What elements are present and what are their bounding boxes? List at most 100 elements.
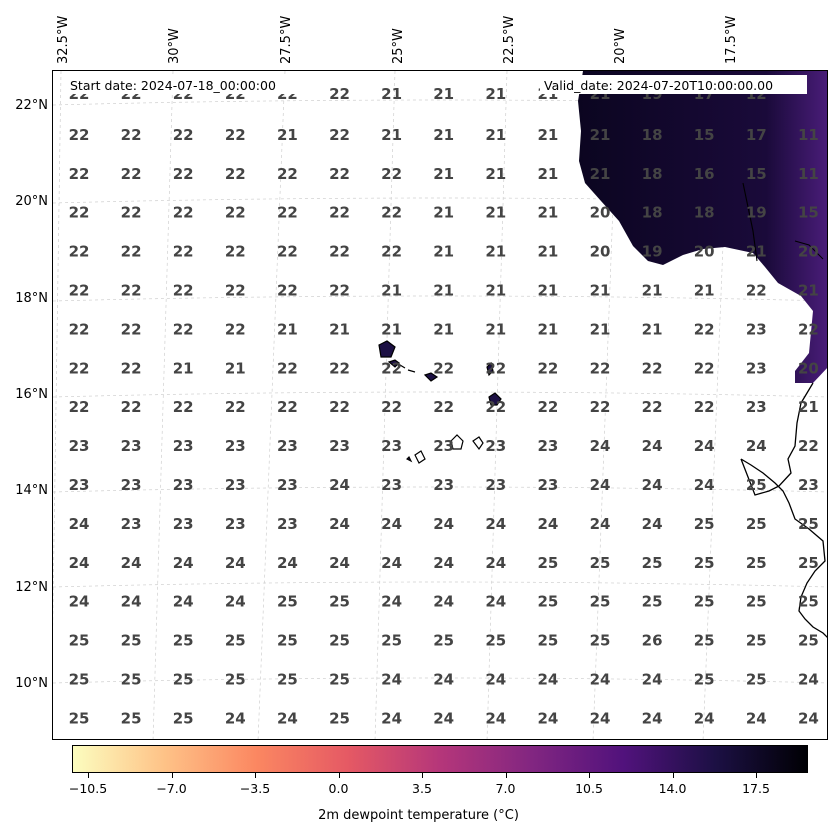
- grid-value: 22: [121, 359, 142, 377]
- grid-value: 25: [746, 515, 767, 533]
- grid-value: 25: [121, 632, 142, 650]
- grid-value: 22: [329, 398, 350, 416]
- grid-value: 22: [277, 165, 298, 183]
- grid-value: 23: [69, 437, 90, 455]
- grid-value: 22: [173, 204, 194, 222]
- grid-value: 25: [694, 671, 715, 689]
- grid-value: 24: [277, 709, 298, 727]
- grid-value: 24: [642, 515, 663, 533]
- grid-value: 23: [277, 476, 298, 494]
- grid-value: 22: [173, 165, 194, 183]
- grid-value: 23: [798, 476, 819, 494]
- grid-value: 21: [537, 126, 558, 144]
- colorbar-tick: [171, 773, 173, 778]
- grid-value: 24: [433, 593, 454, 611]
- grid-value: 24: [694, 709, 715, 727]
- grid-value: 21: [433, 126, 454, 144]
- grid-value: 23: [225, 437, 246, 455]
- grid-value: 25: [329, 632, 350, 650]
- grid-value: 21: [485, 243, 506, 261]
- grid-value: 25: [329, 671, 350, 689]
- lon-label: 32.5°W: [56, 15, 71, 64]
- colorbar-tick: [88, 773, 89, 778]
- cape-verde-islands: [378, 340, 502, 464]
- grid-value: 24: [537, 671, 558, 689]
- grid-value: 23: [121, 476, 142, 494]
- grid-value: 23: [173, 437, 194, 455]
- grid-value: 21: [485, 282, 506, 300]
- map-canvas: 2222222222222121212121191712222222222122…: [53, 71, 827, 739]
- grid-value: 25: [537, 632, 558, 650]
- colorbar-tick-label: 0.0: [328, 781, 349, 796]
- grid-value: 25: [329, 593, 350, 611]
- grid-value: 22: [381, 398, 402, 416]
- lon-label: 30°W: [167, 28, 182, 64]
- grid-value: 21: [537, 165, 558, 183]
- grid-value: 21: [433, 282, 454, 300]
- grid-value: 25: [642, 593, 663, 611]
- grid-value: 21: [746, 243, 767, 261]
- grid-value: 24: [225, 709, 246, 727]
- grid-value: 22: [381, 243, 402, 261]
- lat-label: 10°N: [15, 676, 48, 691]
- grid-value: 18: [694, 204, 715, 222]
- grid-value: 22: [329, 126, 350, 144]
- colorbar-tick: [338, 773, 340, 778]
- grid-value: 15: [746, 165, 767, 183]
- grid-value: 22: [225, 398, 246, 416]
- grid-value: 23: [746, 320, 767, 338]
- colorbar-tick-label: 17.5: [742, 781, 770, 796]
- grid-value: 22: [69, 204, 90, 222]
- grid-value: 19: [746, 204, 767, 222]
- grid-value: 21: [225, 359, 246, 377]
- grid-value: 21: [694, 282, 715, 300]
- grid-value: 21: [537, 320, 558, 338]
- grid-value: 15: [694, 126, 715, 144]
- grid-value: 22: [590, 359, 611, 377]
- grid-value: 25: [746, 632, 767, 650]
- grid-value: 24: [433, 554, 454, 572]
- grid-value: 24: [485, 709, 506, 727]
- grid-value: 24: [798, 709, 819, 727]
- grid-value: 21: [590, 165, 611, 183]
- valid-date-label: Valid_date: 2024-07-20T10:00:00.00: [540, 77, 778, 94]
- grid-value: 22: [329, 85, 350, 103]
- lat-label: 22°N: [15, 98, 48, 113]
- grid-value: 24: [590, 671, 611, 689]
- grid-value: 23: [381, 437, 402, 455]
- grid-value: 23: [485, 437, 506, 455]
- grid-value: 24: [173, 593, 194, 611]
- grid-value: 24: [642, 671, 663, 689]
- grid-value: 24: [694, 476, 715, 494]
- grid-value: 22: [225, 320, 246, 338]
- grid-value: 22: [381, 165, 402, 183]
- grid-value: 21: [433, 243, 454, 261]
- grid-value: 22: [381, 359, 402, 377]
- grid-value: 23: [173, 476, 194, 494]
- colorbar-tick-label: −7.0: [156, 781, 187, 796]
- grid-value: 22: [746, 282, 767, 300]
- grid-value: 23: [225, 476, 246, 494]
- grid-value: 25: [798, 554, 819, 572]
- grid-value: 21: [485, 126, 506, 144]
- grid-value: 22: [277, 398, 298, 416]
- grid-value: 22: [694, 398, 715, 416]
- grid-value: 21: [537, 282, 558, 300]
- grid-value: 24: [225, 593, 246, 611]
- grid-value: 21: [381, 126, 402, 144]
- grid-value: 22: [537, 398, 558, 416]
- coastline: [740, 382, 827, 638]
- grid-value: 22: [225, 243, 246, 261]
- grid-value: 22: [642, 398, 663, 416]
- grid-value: 21: [485, 85, 506, 103]
- colorbar-tick: [422, 773, 423, 778]
- grid-value: 22: [173, 398, 194, 416]
- grid-value: 15: [798, 204, 819, 222]
- grid-value: 23: [485, 476, 506, 494]
- grid-value: 22: [69, 165, 90, 183]
- grid-value: 21: [381, 282, 402, 300]
- grid-value: 21: [329, 320, 350, 338]
- grid-value: 22: [590, 398, 611, 416]
- grid-value: 22: [69, 282, 90, 300]
- grid-value: 22: [694, 320, 715, 338]
